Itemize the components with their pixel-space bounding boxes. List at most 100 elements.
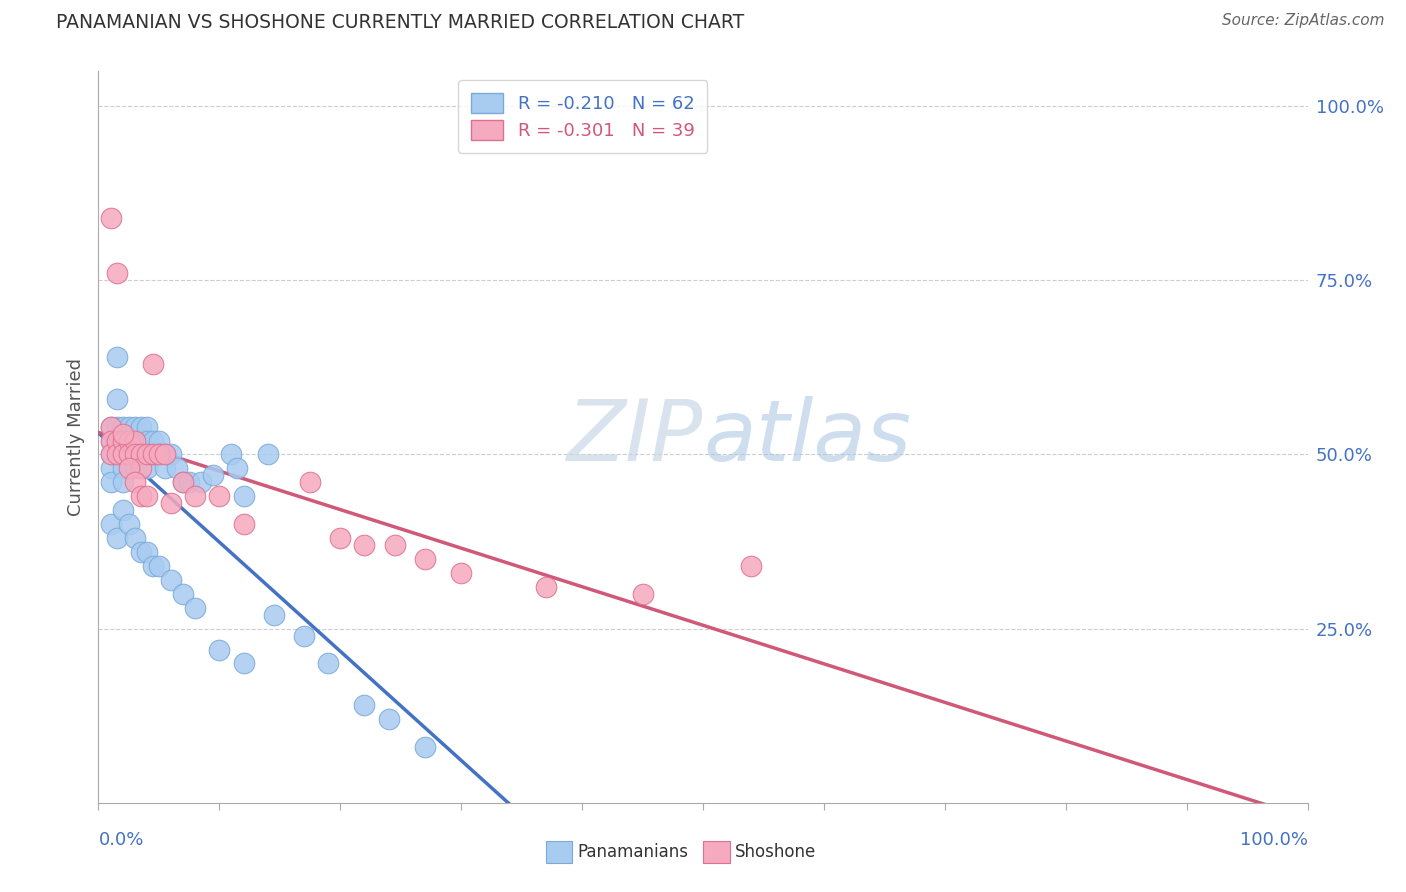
Point <box>124 419 146 434</box>
Point <box>153 448 176 462</box>
Point <box>208 642 231 657</box>
Point <box>124 448 146 462</box>
Point <box>105 350 128 364</box>
Text: Panamanians: Panamanians <box>578 843 689 861</box>
Point <box>316 657 339 671</box>
Point <box>384 538 406 552</box>
Point <box>160 573 183 587</box>
Point <box>142 448 165 462</box>
Point <box>111 434 134 448</box>
Point <box>111 448 134 462</box>
Point <box>202 468 225 483</box>
Point <box>111 448 134 462</box>
FancyBboxPatch shape <box>546 841 572 863</box>
Point <box>153 461 176 475</box>
Point <box>172 587 194 601</box>
Point <box>105 531 128 545</box>
Point <box>263 607 285 622</box>
Point <box>100 475 122 490</box>
Text: 0.0%: 0.0% <box>98 831 143 849</box>
Text: PANAMANIAN VS SHOSHONE CURRENTLY MARRIED CORRELATION CHART: PANAMANIAN VS SHOSHONE CURRENTLY MARRIED… <box>56 13 745 32</box>
Point <box>190 475 212 490</box>
Point <box>129 434 152 448</box>
Point <box>118 448 141 462</box>
Point <box>329 531 352 545</box>
Y-axis label: Currently Married: Currently Married <box>66 358 84 516</box>
Point <box>148 448 170 462</box>
Point <box>124 434 146 448</box>
Point <box>100 211 122 225</box>
Point <box>135 448 157 462</box>
Point <box>232 657 254 671</box>
Point <box>129 545 152 559</box>
Point <box>631 587 654 601</box>
Point <box>353 698 375 713</box>
Point <box>105 419 128 434</box>
Point <box>105 392 128 406</box>
Point <box>172 475 194 490</box>
Point <box>118 434 141 448</box>
Text: atlas: atlas <box>703 395 911 479</box>
Point <box>100 419 122 434</box>
Point <box>111 503 134 517</box>
Point <box>135 545 157 559</box>
Text: Shoshone: Shoshone <box>734 843 815 861</box>
Point <box>450 566 472 580</box>
FancyBboxPatch shape <box>703 841 730 863</box>
Text: 100.0%: 100.0% <box>1240 831 1308 849</box>
Point <box>118 419 141 434</box>
Point <box>124 531 146 545</box>
Point <box>111 461 134 475</box>
Text: Source: ZipAtlas.com: Source: ZipAtlas.com <box>1222 13 1385 29</box>
Point <box>413 740 436 755</box>
Text: ZIP: ZIP <box>567 395 703 479</box>
Point <box>135 461 157 475</box>
Point <box>160 448 183 462</box>
Point <box>142 558 165 573</box>
Point <box>292 629 315 643</box>
Point <box>105 448 128 462</box>
Point <box>100 517 122 532</box>
Point <box>160 496 183 510</box>
Point <box>135 489 157 503</box>
Point <box>148 558 170 573</box>
Point <box>118 461 141 475</box>
Point <box>353 538 375 552</box>
Point <box>118 448 141 462</box>
Point <box>100 434 122 448</box>
Point <box>184 489 207 503</box>
Point <box>111 434 134 448</box>
Point <box>124 461 146 475</box>
Point <box>232 489 254 503</box>
Point <box>142 434 165 448</box>
Point <box>124 448 146 462</box>
Point <box>129 419 152 434</box>
Point <box>534 580 557 594</box>
Point <box>105 434 128 448</box>
Point <box>118 517 141 532</box>
Point <box>100 434 122 448</box>
Point <box>142 448 165 462</box>
Point <box>142 357 165 371</box>
Point <box>129 461 152 475</box>
Point <box>208 489 231 503</box>
Point <box>111 475 134 490</box>
Point <box>135 448 157 462</box>
Point <box>124 434 146 448</box>
Point <box>232 517 254 532</box>
Point <box>148 448 170 462</box>
Point <box>256 448 278 462</box>
Point <box>148 434 170 448</box>
Point <box>166 461 188 475</box>
Point <box>135 434 157 448</box>
Point <box>105 266 128 280</box>
Point <box>118 434 141 448</box>
Point <box>129 489 152 503</box>
Point <box>184 600 207 615</box>
Point <box>111 419 134 434</box>
Point <box>124 475 146 490</box>
Point <box>129 448 152 462</box>
Point <box>377 712 399 726</box>
Point <box>179 475 201 490</box>
Point <box>111 426 134 441</box>
